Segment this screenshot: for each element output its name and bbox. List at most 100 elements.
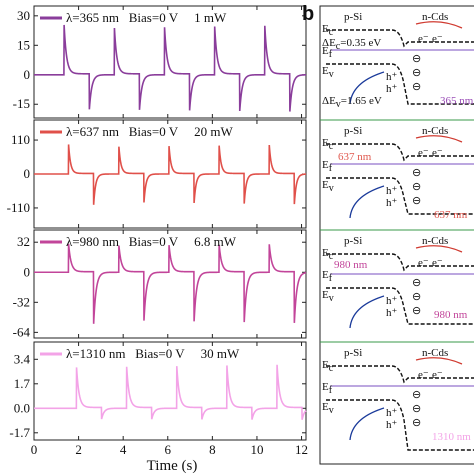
ec-label-main: E — [322, 247, 329, 259]
conduction-band — [326, 29, 474, 48]
ev-label: Ev — [322, 65, 334, 80]
hole-label: h⁺ — [386, 307, 398, 319]
ef-label-sub: f — [329, 273, 333, 284]
y-tick-label: 32 — [17, 234, 30, 249]
hole-label: h⁺ — [386, 83, 398, 95]
ef-label: Ef — [322, 381, 333, 396]
x-tick-label: 12 — [295, 442, 308, 457]
electron-label: e⁻ — [418, 33, 429, 45]
y-tick-label: 15 — [17, 37, 30, 52]
conduction-band — [326, 253, 474, 272]
ef-label-sub: f — [329, 385, 333, 396]
ev-label: Ev — [322, 401, 334, 416]
ef-label: Ef — [322, 45, 333, 60]
ion-charge: ⊖ — [412, 305, 421, 317]
y-tick-label: -1.7 — [9, 425, 30, 440]
ec-label-sub: c — [329, 27, 334, 38]
legend-label: λ=365 nm Bias=0 V 1 mW — [66, 10, 227, 25]
hole-label: h⁺ — [386, 71, 398, 83]
x-axis-label: Time (s) — [147, 458, 198, 474]
plot-panel: 32 0 -32 -64 λ=980 nm Bias=0 V 6.8 mW — [13, 229, 307, 339]
valence-band — [326, 287, 474, 325]
ec-label: Ec — [322, 137, 334, 152]
x-tick-label: 4 — [120, 442, 127, 457]
legend-label: λ=637 nm Bias=0 V 20 mW — [66, 124, 233, 139]
ef-label: Ef — [322, 159, 333, 174]
y-tick-label: -15 — [13, 96, 30, 111]
y-tick-label: -110 — [7, 200, 30, 215]
plot-panel: 3.4 1.7 0.0 -1.7 λ=1310 nm Bias=0 V 30 mW — [9, 341, 307, 441]
ec-label-sub: c — [329, 363, 334, 374]
delta-ev-label-main: ΔE — [322, 95, 336, 107]
ev-label: Ev — [322, 179, 334, 194]
panel-letter-b: b — [302, 3, 314, 25]
x-tick-label: 2 — [75, 442, 82, 457]
ev-label-main: E — [322, 65, 329, 77]
ef-label-sub: f — [329, 49, 333, 60]
p-si-label: p-Si — [344, 11, 362, 23]
electron-label: e⁻ — [432, 33, 443, 45]
y-tick-label: 0 — [24, 166, 31, 181]
ec-label-main: E — [322, 23, 329, 35]
ev-label-sub: v — [329, 183, 334, 194]
x-tick-label: 10 — [250, 442, 263, 457]
hole-label: h⁺ — [386, 197, 398, 209]
conduction-band — [326, 143, 474, 162]
series-line — [34, 24, 307, 112]
delta-ec-label-sub: c — [336, 41, 341, 52]
valence-band — [326, 177, 474, 215]
hole-flow-arrow — [349, 185, 385, 219]
hole-flow-arrow — [349, 71, 385, 105]
ion-charge: ⊖ — [412, 291, 421, 303]
n-cds-label: n-Cds — [422, 11, 448, 23]
ion-charge: ⊖ — [412, 403, 421, 415]
n-cds-label: n-Cds — [422, 347, 448, 359]
ion-charge: ⊖ — [412, 67, 421, 79]
ec-label: Ec — [322, 359, 334, 374]
ef-label-main: E — [322, 381, 329, 393]
ef-label-main: E — [322, 159, 329, 171]
ec-label: Ec — [322, 247, 334, 262]
ec-label-main: E — [322, 137, 329, 149]
delta-ev-label-sub: v — [336, 99, 341, 110]
wavelength-label: 637 nm — [434, 209, 468, 221]
y-tick-label: 0.0 — [14, 400, 30, 415]
ion-charge: ⊖ — [412, 389, 421, 401]
ev-label-sub: v — [329, 293, 334, 304]
photoresponse-plots: 30 15 0 -15 λ=365 nm Bias=0 V 1 mW 110 0 -110 λ=… — [7, 5, 307, 441]
electron-flow-arrow — [415, 245, 463, 253]
electron-label: e⁻ — [418, 369, 429, 381]
wavelength-label: 365 nm — [440, 95, 474, 107]
plot-panel: 110 0 -110 λ=637 nm Bias=0 V 20 mW — [7, 119, 307, 229]
electron-label: e⁻ — [432, 257, 443, 269]
y-tick-label: -32 — [13, 294, 30, 309]
y-tick-label: 110 — [11, 132, 30, 147]
y-tick-label: 0 — [24, 67, 31, 82]
ev-label-main: E — [322, 401, 329, 413]
wavelength-label: 1310 nm — [432, 431, 471, 443]
n-cds-label: n-Cds — [422, 125, 448, 137]
delta-ev-label: ΔEv=1.65 eV — [322, 95, 382, 110]
series-line — [34, 243, 307, 324]
ef-label-sub: f — [329, 163, 333, 174]
series-line — [34, 144, 307, 205]
ion-charge: ⊖ — [412, 181, 421, 193]
band-diagram-frame — [319, 5, 474, 465]
electron-label: e⁻ — [418, 147, 429, 159]
ec-label-main: E — [322, 359, 329, 371]
electron-label: e⁻ — [432, 147, 443, 159]
ev-label-sub: v — [329, 405, 334, 416]
plot-frame — [33, 341, 307, 441]
hole-flow-arrow — [349, 295, 385, 329]
ion-charge: ⊖ — [412, 167, 421, 179]
delta-ec-label-main: ΔE — [322, 37, 336, 49]
delta-ec-value: =0.35 eV — [340, 37, 381, 49]
ev-label-main: E — [322, 179, 329, 191]
legend-label: λ=1310 nm Bias=0 V 30 mW — [66, 346, 240, 361]
ion-charge: ⊖ — [412, 53, 421, 65]
